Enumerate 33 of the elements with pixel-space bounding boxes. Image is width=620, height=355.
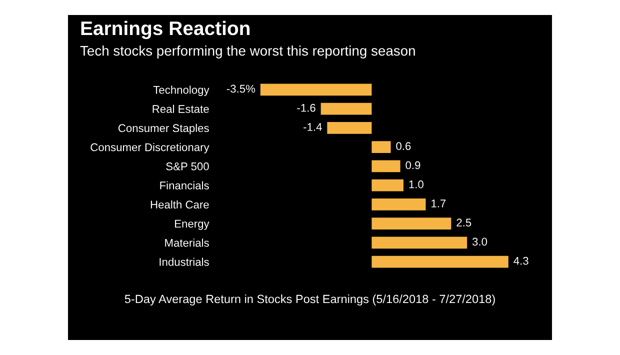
bar — [372, 198, 426, 210]
bar — [372, 218, 452, 230]
y-tick-label: Energy — [175, 220, 210, 230]
x-axis-title: 5-Day Average Return in Stocks Post Earnings (5/16/2018 - 7/27/2018) — [124, 294, 495, 306]
bar — [320, 102, 372, 115]
bar — [372, 179, 404, 192]
y-tick-label: Industrials — [160, 258, 209, 266]
data-label: 4.3 — [514, 256, 528, 265]
data-label: 0.6 — [396, 142, 411, 150]
data-label: 0.9 — [406, 161, 420, 170]
chart-subtitle: Tech stocks performing the worst this reporting season — [80, 46, 415, 58]
data-label: -1.6 — [297, 104, 316, 112]
bar — [260, 84, 372, 96]
data-label: 1.7 — [432, 200, 446, 208]
y-tick-label: S&P 500 — [166, 162, 209, 170]
data-label: -1.4 — [304, 123, 322, 131]
bar — [372, 141, 391, 153]
y-tick-label: Consumer Discretionary — [90, 143, 210, 154]
bar — [327, 122, 372, 134]
y-tick-label: Consumer Staples — [118, 124, 209, 134]
y-tick-label: Health Care — [150, 200, 209, 209]
bar — [372, 236, 468, 249]
y-tick-label: Real Estate — [152, 104, 209, 113]
data-label: 2.5 — [456, 218, 472, 227]
bar — [372, 256, 508, 268]
y-tick-label: Materials — [165, 238, 209, 247]
y-tick-label: Financials — [160, 181, 209, 190]
chart-title: Earnings Reaction — [81, 20, 250, 40]
y-tick-label: Technology — [153, 86, 210, 96]
data-label: 3.0 — [472, 238, 488, 246]
bar — [372, 160, 400, 172]
data-label: 1.0 — [409, 180, 424, 188]
data-label: -3.5% — [226, 84, 256, 93]
